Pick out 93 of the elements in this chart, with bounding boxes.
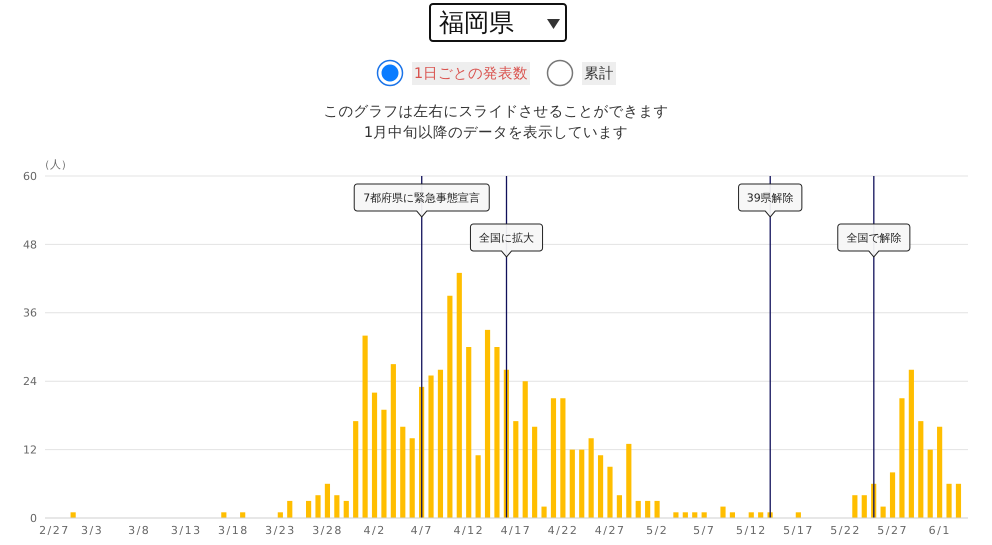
bar <box>221 512 226 518</box>
text: このグラフは左右にスライドさせることができます <box>322 103 670 122</box>
x-tick-label: 4/17 <box>500 524 532 537</box>
x-tick-label: 5/12 <box>736 524 767 537</box>
bar <box>400 426 406 518</box>
text: 1月中旬以降のデータを表示しています <box>362 124 630 143</box>
bar <box>522 381 528 518</box>
bar <box>598 455 604 518</box>
bar <box>362 336 368 518</box>
bar <box>306 500 312 518</box>
x-tick-label: 5/22 <box>830 524 861 537</box>
ref-line-label: 全国で解除 <box>846 231 902 244</box>
ref-line-label: 39県解除 <box>746 191 794 204</box>
x-tick-label: 4/12 <box>453 524 484 537</box>
bar <box>570 450 575 518</box>
bar <box>390 364 396 518</box>
bar <box>287 500 292 518</box>
x-tick-label: 5/27 <box>877 524 908 537</box>
bar <box>607 466 613 518</box>
bar <box>758 512 764 518</box>
x-tick-label: 4/22 <box>548 524 578 537</box>
bar <box>692 512 698 518</box>
y-tick-label: 12 <box>23 444 37 457</box>
bar <box>447 296 452 518</box>
bar <box>636 500 641 518</box>
bar <box>344 500 349 518</box>
x-tick-label: 3/3 <box>80 524 104 537</box>
bar <box>928 450 933 518</box>
x-tick-label: 3/28 <box>312 524 343 537</box>
bar <box>616 495 622 518</box>
ref-line-label: 全国に拡大 <box>479 231 534 244</box>
bar <box>946 484 952 518</box>
bar <box>381 410 387 518</box>
bar <box>579 450 584 518</box>
bar <box>880 506 886 518</box>
bar <box>476 455 481 518</box>
bar <box>956 484 962 518</box>
x-tick-label: 3/13 <box>170 524 202 537</box>
bar <box>702 512 707 518</box>
y-tick-label: 0 <box>30 512 37 525</box>
bar <box>513 421 518 518</box>
y-tick-label: 24 <box>23 375 37 388</box>
bar <box>899 398 905 518</box>
bar <box>494 347 500 518</box>
x-tick-label: 3/8 <box>128 524 150 537</box>
x-tick-label: 4/7 <box>410 524 433 537</box>
bar <box>560 398 566 518</box>
bar <box>353 421 358 518</box>
bar <box>410 438 415 518</box>
x-tick-label: 4/2 <box>364 524 386 537</box>
x-tick-label: 5/2 <box>646 524 668 537</box>
x-tick-label: 5/17 <box>783 524 814 537</box>
ref-line-label: 7都府県に緊急事態宣言 <box>363 191 480 204</box>
bar <box>908 370 914 518</box>
x-tick-label: 3/18 <box>218 524 249 537</box>
bar <box>626 444 632 518</box>
x-tick-label: 3/23 <box>265 524 296 537</box>
y-axis-title: （人） <box>39 158 72 171</box>
bar <box>315 495 321 518</box>
text: 累計 <box>582 62 616 84</box>
bar <box>890 472 896 518</box>
bar <box>852 495 858 518</box>
bar <box>428 376 434 518</box>
bar <box>937 426 942 518</box>
bar <box>334 495 340 518</box>
y-tick-label: 48 <box>23 238 37 252</box>
bar <box>240 512 246 518</box>
x-tick-label: 2/27 <box>39 524 70 537</box>
y-tick-label: 36 <box>23 306 37 320</box>
x-tick-label: 6/1 <box>928 524 951 537</box>
dropdown-field: 福岡県 <box>429 3 567 42</box>
bar <box>654 500 660 518</box>
bar <box>438 370 444 518</box>
bar <box>682 512 688 518</box>
chart-title: 福岡県 <box>439 7 514 39</box>
y-tick-label: 60 <box>23 170 37 183</box>
bar <box>541 506 547 518</box>
bar <box>372 392 378 518</box>
bar <box>645 500 650 518</box>
bar <box>588 438 594 518</box>
bar <box>532 426 538 518</box>
x-tick-label: 5/7 <box>693 524 716 537</box>
bar <box>484 330 490 518</box>
bar <box>456 272 462 518</box>
bar <box>550 398 556 518</box>
bar <box>324 484 330 518</box>
x-tick-label: 4/27 <box>594 524 626 537</box>
bar <box>862 495 867 518</box>
bar <box>918 421 924 518</box>
text: 1日ごとの発表数 <box>412 62 530 84</box>
bar <box>466 347 472 518</box>
bar <box>748 512 754 518</box>
bar <box>720 506 726 518</box>
